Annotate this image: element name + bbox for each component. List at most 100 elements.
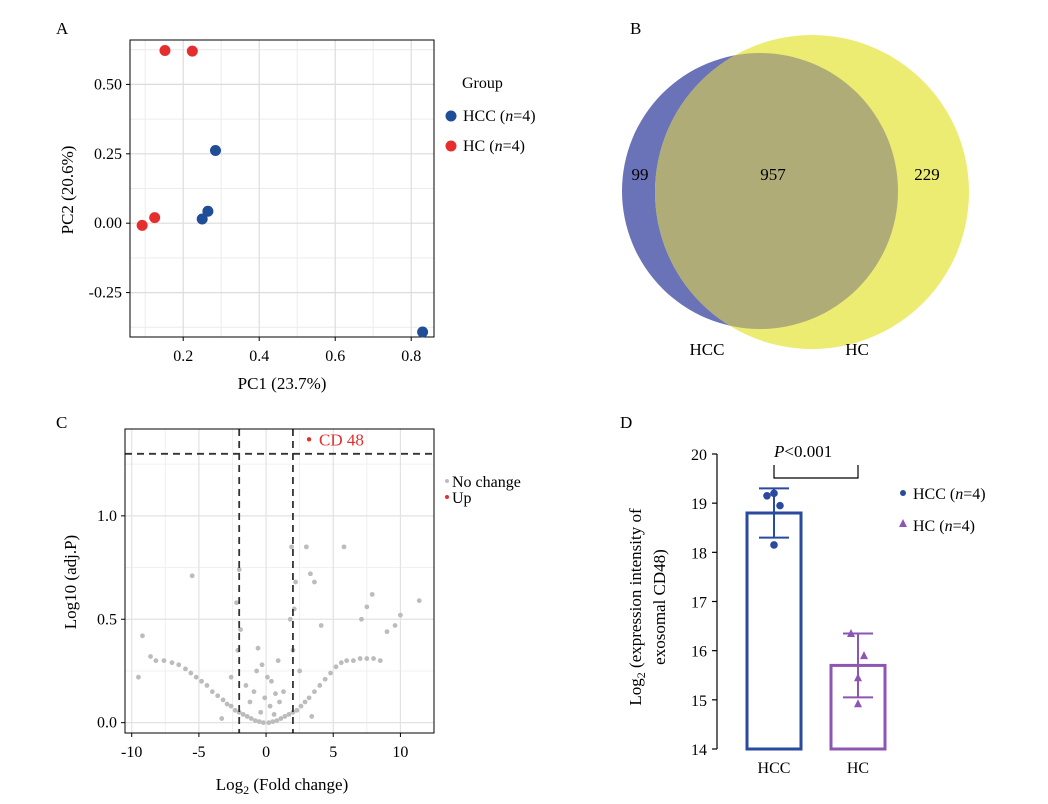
significance-bracket (773, 465, 859, 479)
volcano-point-no-change (266, 720, 272, 726)
volcano-legend: No change Up (445, 474, 521, 507)
bar-y-tick-label: 18 (691, 545, 707, 562)
volcano-point-no-change (338, 660, 344, 666)
volcano-x-axis-title: Log2 (Fold change) (216, 775, 349, 797)
volcano-y-axis-title: Log10 (adj.P) (61, 535, 80, 629)
volcano-point-no-change (140, 633, 145, 639)
volcano-point-no-change (364, 604, 370, 610)
venn-count-hc-only: 229 (914, 165, 940, 184)
volcano-point-no-change (350, 658, 356, 664)
volcano-point-no-change (416, 598, 422, 604)
volcano-y-tick-label: 0.5 (97, 611, 117, 628)
pca-point-hc (159, 45, 171, 57)
volcano-point-no-change (364, 656, 370, 661)
pca-y-tick-label: 0.25 (94, 146, 122, 163)
volcano-point-no-change (294, 707, 300, 713)
volcano-point-no-change (344, 658, 350, 664)
volcano-point-no-change (328, 670, 333, 676)
panel-letter-a: A (56, 19, 69, 38)
bar-y-tick-label: 19 (691, 496, 707, 513)
volcano-point-no-change (256, 719, 262, 725)
volcano-point-no-change (290, 709, 296, 715)
volcano-point-no-change (254, 668, 260, 674)
venn-count-intersection: 957 (760, 165, 786, 184)
volcano-x-tick-label: 0 (262, 744, 270, 761)
volcano-point-no-change (232, 707, 238, 713)
volcano-point-no-change (148, 654, 153, 659)
pca-plot-frame (129, 39, 435, 338)
volcano-point-no-change (260, 720, 266, 726)
volcano-point-no-change (238, 627, 243, 632)
bar-point-hc (854, 699, 862, 708)
pca-point-hcc (202, 205, 214, 217)
pca-y-tick-label: -0.25 (89, 285, 122, 302)
volcano-point-no-change (308, 571, 313, 577)
pca-legend-label-hc: HC (n=4) (463, 138, 525, 155)
volcano-point-no-change (357, 656, 363, 661)
volcano-point-no-change (341, 544, 347, 550)
bar-legend-label-hc: HC (n=4) (913, 518, 975, 535)
pca-x-tick-label: 0.4 (249, 348, 269, 365)
volcano-point-no-change (270, 719, 276, 725)
pca-grid (130, 40, 434, 337)
volcano-point-no-change (269, 678, 274, 684)
venn-label-hcc: HCC (690, 340, 725, 359)
volcano-point-no-change (377, 658, 383, 664)
volcano-point-no-change (199, 678, 204, 684)
volcano-point-no-change (255, 645, 261, 651)
bar-significance: P<0.001 (773, 442, 859, 479)
pca-point-hc (149, 212, 161, 224)
bar-y-tick-label: 15 (691, 693, 707, 710)
volcano-point-no-change (392, 623, 398, 628)
bar-point-hcc (770, 489, 778, 498)
bar-y-tick-label: 16 (691, 644, 707, 661)
volcano-point-no-change (219, 716, 225, 721)
volcano-point-no-change (309, 714, 315, 719)
volcano-point-no-change (136, 674, 141, 680)
volcano-point-no-change (282, 714, 288, 719)
bar-points (763, 489, 868, 708)
volcano-point-no-change (262, 695, 268, 701)
volcano-x-tick-label: -5 (192, 744, 205, 761)
panel-b: B 99 957 229 HCC HC (622, 19, 969, 359)
volcano-point-no-change (275, 658, 281, 664)
volcano-x-tick-label: 10 (392, 744, 408, 761)
volcano-point-no-change (234, 600, 239, 606)
bar-point-hcc (770, 541, 778, 549)
volcano-point-no-change (258, 709, 264, 715)
bar-bars (745, 487, 887, 751)
pca-legend-marker-hcc (445, 110, 457, 122)
panel-a: A 0.2 0.4 0.6 0.8 0.50 0.25 0.00 -0.25 PC1 (23.… (56, 19, 536, 393)
volcano-point-no-change (244, 714, 250, 719)
bar-y-tick-label: 20 (691, 447, 707, 464)
volcano-point-no-change (240, 711, 246, 717)
bar-point-hc (860, 651, 868, 660)
volcano-point-no-change (398, 612, 403, 618)
pca-x-tick-label: 0.2 (173, 348, 193, 365)
volcano-point-no-change (274, 718, 280, 723)
volcano-up-label: CD 48 (319, 430, 364, 449)
volcano-point-no-change (259, 662, 265, 668)
volcano-point-no-change (317, 683, 323, 688)
volcano-point-no-change (204, 683, 210, 688)
panel-letter-c: C (56, 413, 67, 432)
volcano-point-no-change (333, 664, 339, 670)
volcano-point-no-change (209, 689, 215, 695)
panel-letter-d: D (620, 413, 632, 432)
volcano-plot-frame (124, 428, 435, 734)
volcano-point-no-change (265, 674, 270, 680)
volcano-point-no-change (371, 656, 376, 661)
volcano-point-no-change (228, 674, 234, 680)
pca-points (136, 45, 429, 338)
pca-point-hcc (210, 144, 221, 156)
pca-y-axis-title: PC2 (20.6%) (58, 146, 77, 235)
volcano-point-no-change (193, 674, 199, 680)
bar-category-labels: HCC HC (758, 760, 870, 777)
volcano-point-no-change (303, 544, 309, 550)
pca-legend-label-hcc: HCC (n=4) (463, 108, 536, 125)
bar-y-tick-label: 17 (691, 595, 707, 612)
volcano-point-no-change (161, 658, 167, 664)
bar-point-hc (854, 673, 862, 682)
volcano-point-no-change (236, 709, 242, 715)
